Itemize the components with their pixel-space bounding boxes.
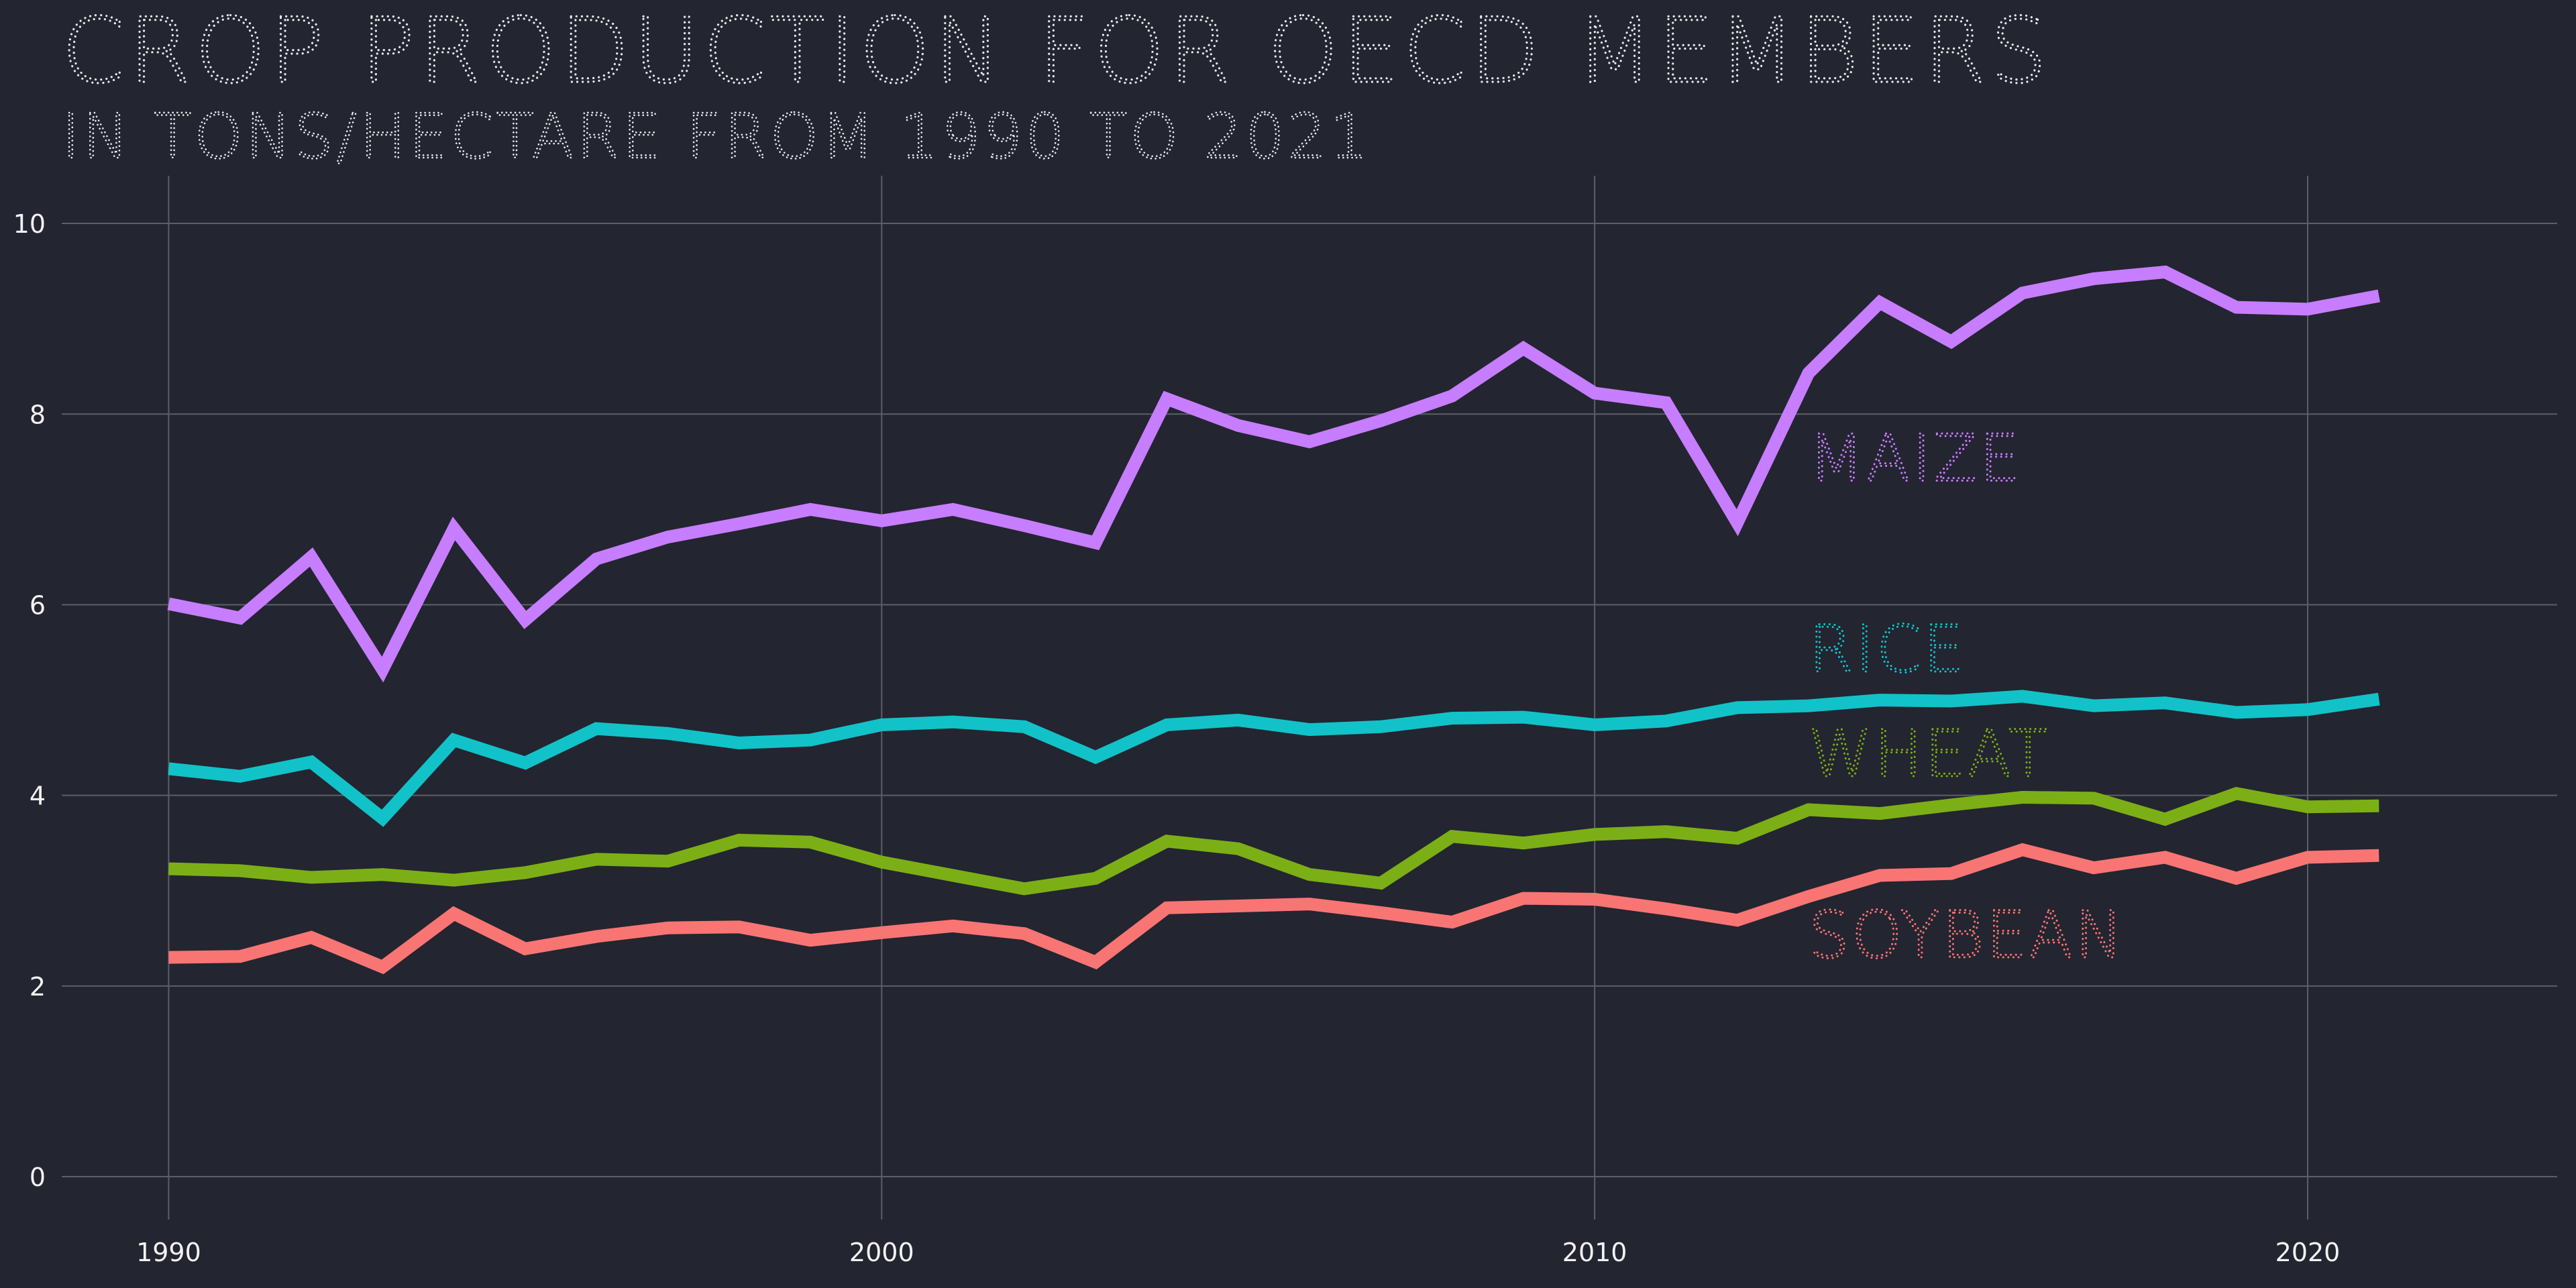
- x-tick-label-2000: 2000: [849, 1238, 914, 1267]
- series-line-rice: [168, 690, 2380, 827]
- tick-label-layer: 0 2 4 6 8 10 1990 2000 2010 2020: [13, 209, 2341, 1267]
- y-tick-label-4: 4: [30, 782, 46, 811]
- series-line-maize: [167, 265, 2381, 683]
- chart-title: CROP PRODUCTION FOR OECD MEMBERS: [62, 0, 2051, 103]
- series-layer: [167, 265, 2381, 975]
- series-label-soybean: SOYBEAN: [1809, 898, 2125, 973]
- series-line-wheat: [168, 786, 2379, 896]
- y-tick-label-2: 2: [30, 972, 46, 1002]
- chart-subtitle: IN TONS/HECTARE FROM 1990 TO 2021: [62, 101, 1371, 172]
- y-tick-label-10: 10: [13, 209, 46, 239]
- y-tick-label-0: 0: [30, 1163, 46, 1192]
- x-tick-label-2010: 2010: [1562, 1238, 1627, 1267]
- y-tick-label-6: 6: [30, 590, 46, 620]
- series-line-soybean: [168, 843, 2379, 975]
- series-label-layer: MAIZE RICE WHEAT SOYBEAN: [1808, 420, 2125, 974]
- series-label-rice: RICE: [1809, 612, 1966, 687]
- y-tick-label-8: 8: [30, 400, 46, 429]
- x-tick-label-1990: 1990: [136, 1238, 201, 1267]
- x-tick-label-2020: 2020: [2275, 1238, 2341, 1267]
- grid-layer: [62, 176, 2557, 1220]
- series-label-wheat: WHEAT: [1809, 716, 2050, 792]
- series-label-maize: MAIZE: [1809, 421, 2022, 496]
